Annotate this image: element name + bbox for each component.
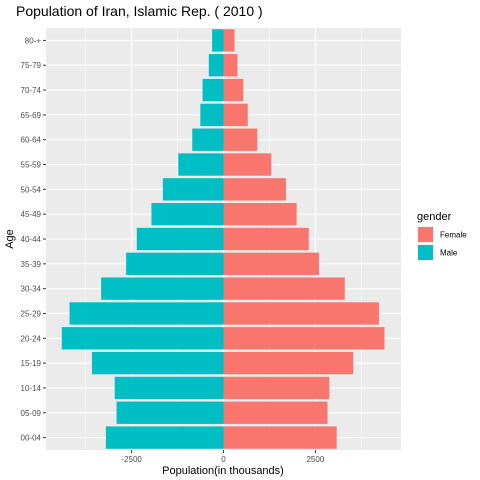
y-tick-label: 35-39: [21, 260, 42, 269]
y-tick-label: 40-44: [21, 235, 42, 244]
bar-female-55-59: [223, 153, 272, 176]
x-tick-label: -2500: [121, 455, 142, 464]
bar-female-45-49: [223, 203, 297, 226]
bar-female-75-79: [223, 54, 238, 77]
legend: gender Female Male: [417, 211, 467, 261]
bars: [61, 29, 385, 449]
y-tick-label: 05-09: [21, 409, 42, 418]
y-tick-label: 65-69: [21, 111, 42, 120]
bar-male-55-59: [178, 153, 224, 176]
y-tick-label: 15-19: [21, 359, 42, 368]
y-tick-label: 60-64: [21, 136, 42, 145]
bar-male-35-39: [126, 252, 224, 275]
bar-female-80-+: [223, 29, 235, 52]
y-tick-label: 50-54: [21, 185, 42, 194]
bar-female-60-64: [223, 128, 258, 151]
x-tick-label: 0: [221, 455, 226, 464]
y-tick-label: 70-74: [21, 86, 42, 95]
y-tick-label: 55-59: [21, 161, 42, 170]
bar-male-20-24: [61, 327, 224, 350]
y-axis-title: Age: [4, 229, 16, 249]
bar-male-50-54: [162, 178, 224, 201]
bar-male-65-69: [200, 103, 224, 127]
y-tick-label: 00-04: [21, 434, 42, 443]
bar-female-50-54: [223, 178, 286, 201]
legend-label-male: Male: [440, 249, 458, 258]
bar-male-00-04: [105, 426, 224, 449]
bar-male-10-14: [114, 376, 224, 400]
chart-title: Population of Iran, Islamic Rep. ( 2010 …: [16, 3, 263, 19]
bar-male-60-64: [192, 128, 224, 151]
bar-female-10-14: [223, 376, 330, 400]
x-axis-title: Population(in thousands): [162, 465, 284, 477]
x-axis-ticks: -2500 0 2500: [121, 450, 325, 464]
bar-female-05-09: [223, 401, 328, 424]
y-tick-label: 45-49: [21, 210, 42, 219]
bar-female-20-24: [223, 327, 385, 350]
x-tick-label: 2500: [306, 455, 324, 464]
bar-male-45-49: [151, 203, 224, 226]
bar-female-40-44: [223, 227, 309, 251]
y-tick-label: 80-+: [25, 36, 42, 45]
legend-swatch-male: [418, 245, 433, 260]
bar-female-00-04: [223, 426, 337, 449]
y-axis-ticks: 00-04 05-09 10-14 15-19 20-24 25-29 30-34 35-39…: [21, 36, 46, 443]
legend-label-female: Female: [440, 231, 467, 240]
legend-swatch-female: [418, 227, 433, 242]
bar-male-70-74: [202, 78, 224, 102]
bar-male-25-29: [69, 302, 224, 325]
bar-male-05-09: [116, 401, 224, 424]
bar-male-40-44: [136, 227, 224, 251]
bar-female-35-39: [223, 252, 320, 275]
bar-female-15-19: [223, 351, 354, 375]
y-tick-label: 10-14: [21, 384, 42, 393]
y-tick-label: 25-29: [21, 309, 42, 318]
legend-title: gender: [417, 211, 452, 223]
bar-female-30-34: [223, 277, 345, 300]
bar-male-75-79: [208, 54, 224, 77]
bar-male-15-19: [91, 351, 224, 375]
bar-female-70-74: [223, 78, 244, 102]
y-tick-label: 30-34: [21, 285, 42, 294]
bar-female-65-69: [223, 103, 248, 127]
bar-male-80-+: [212, 29, 224, 52]
y-tick-label: 20-24: [21, 334, 42, 343]
y-tick-label: 75-79: [21, 61, 42, 70]
bar-male-30-34: [101, 277, 224, 300]
bar-female-25-29: [223, 302, 379, 325]
